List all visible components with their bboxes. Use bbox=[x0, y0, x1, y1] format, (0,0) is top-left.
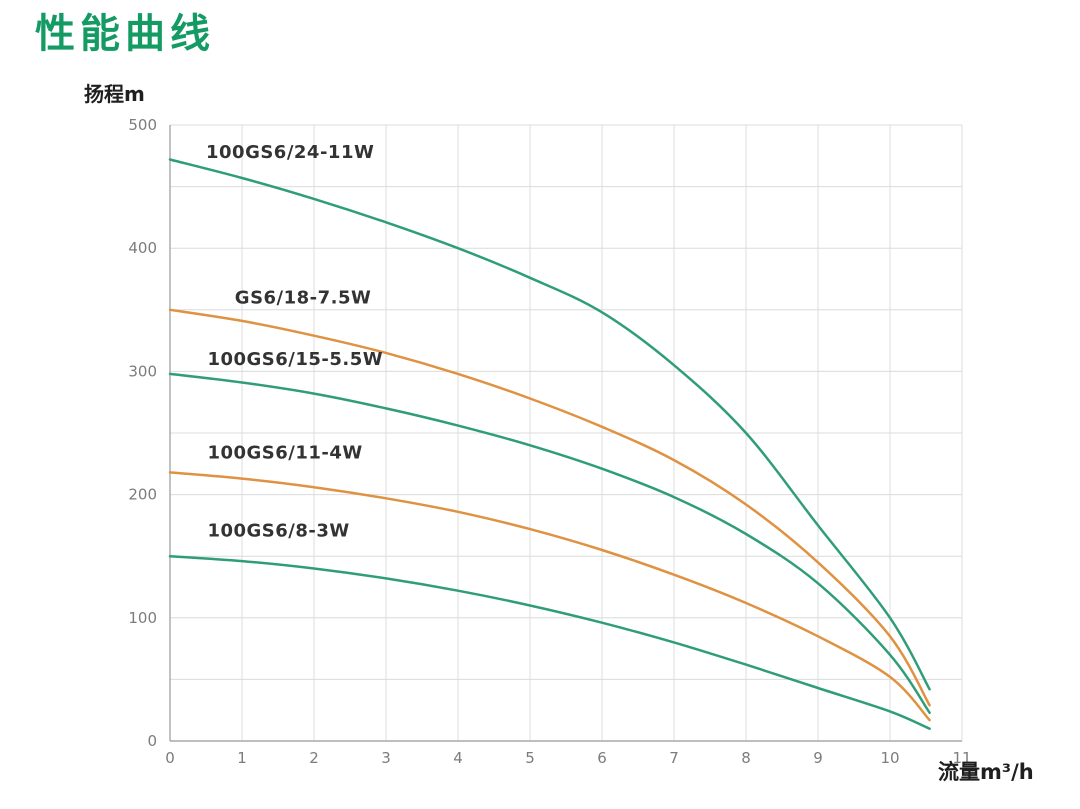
curve-label-100GS6-8-3W: 100GS6/8-3W bbox=[207, 520, 349, 541]
x-tick-label: 2 bbox=[309, 749, 319, 767]
curve-100GS6-15-5-5W bbox=[168, 372, 931, 714]
y-tick-label: 300 bbox=[128, 362, 157, 380]
x-tick-label: 0 bbox=[165, 749, 175, 767]
curve-label-100GS6-24-11W: 100GS6/24-11W bbox=[206, 142, 374, 163]
y-tick-label: 400 bbox=[128, 239, 157, 257]
curve-GS6-18-7-5W bbox=[168, 308, 931, 707]
x-tick-label: 4 bbox=[453, 749, 463, 767]
x-tick-label: 9 bbox=[813, 749, 823, 767]
curve-label-GS6-18-7-5W: GS6/18-7.5W bbox=[235, 287, 372, 308]
x-tick-label: 1 bbox=[237, 749, 247, 767]
y-axis-title: 扬程m bbox=[84, 82, 145, 106]
x-axis-title: 流量m³/h bbox=[938, 760, 1034, 784]
x-tick-label: 11 bbox=[952, 749, 971, 767]
x-tick-label: 7 bbox=[669, 749, 679, 767]
curve-100GS6-11-4W bbox=[168, 471, 931, 722]
curve-label-100GS6-15-5-5W: 100GS6/15-5.5W bbox=[207, 349, 383, 370]
x-tick-label: 5 bbox=[525, 749, 535, 767]
x-tick-label: 10 bbox=[880, 749, 899, 767]
x-tick-label: 3 bbox=[381, 749, 391, 767]
x-tick-label: 8 bbox=[741, 749, 751, 767]
y-tick-label: 500 bbox=[128, 116, 157, 134]
y-tick-label: 200 bbox=[128, 486, 157, 504]
curve-label-100GS6-11-4W: 100GS6/11-4W bbox=[207, 443, 362, 464]
y-tick-label: 0 bbox=[147, 732, 157, 750]
curve-100GS6-24-11W bbox=[168, 158, 931, 691]
page-title: 性能曲线 bbox=[35, 11, 215, 57]
y-tick-label: 100 bbox=[128, 609, 157, 627]
curve-100GS6-8-3W bbox=[168, 554, 931, 730]
x-tick-label: 6 bbox=[597, 749, 607, 767]
